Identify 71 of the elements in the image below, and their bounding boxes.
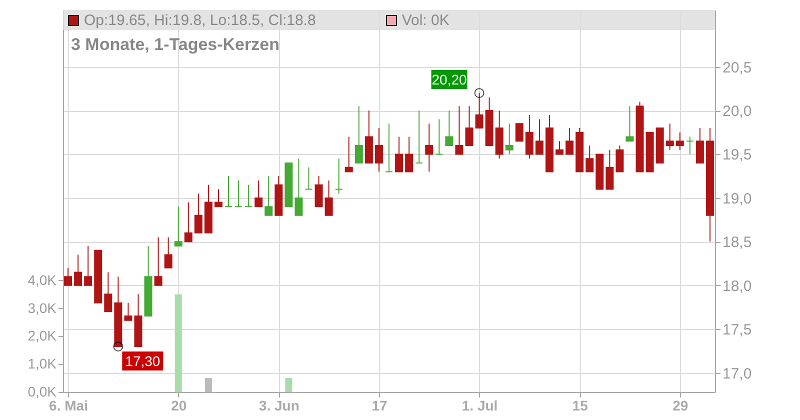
candlestick (234, 180, 243, 208)
x-tick-label: 17 (372, 398, 388, 414)
candlestick (616, 144, 624, 172)
candlestick (244, 184, 253, 208)
candlestick (465, 106, 474, 146)
candlestick (224, 176, 233, 208)
candlestick (395, 136, 404, 172)
candlestick (405, 136, 414, 172)
candlestick (666, 123, 674, 150)
x-tick-label: 20 (171, 398, 187, 414)
text: 3 Monate, 1-Tages-Kerzen (71, 35, 280, 54)
candlestick (435, 118, 444, 155)
annotation: Op:19.65, Hi:19.8, Lo:18.5, Cl:18.8 (84, 12, 316, 28)
y2-tick-label: 2,0K (28, 328, 58, 344)
y-tick-label: 17,5 (722, 322, 752, 339)
candlestick (74, 254, 82, 286)
y-tick-label: 19,5 (722, 146, 752, 164)
candlestick (324, 180, 333, 216)
candlestick (294, 158, 303, 216)
candlestick (354, 106, 363, 164)
candlestick (556, 140, 564, 155)
candlestick (505, 123, 514, 155)
x-tick-label: 1. Jul (462, 398, 498, 414)
candlestick (566, 128, 574, 155)
y-tick-label: 18,5 (722, 234, 752, 252)
candlestick (515, 123, 524, 142)
candlestick (445, 110, 454, 146)
candlestick (696, 128, 704, 164)
candlestick (525, 114, 534, 160)
candlestick (415, 110, 424, 164)
x-tick-label: 29 (672, 398, 688, 414)
candlestick (154, 236, 162, 286)
y2-tick-label: 0,0K (28, 384, 58, 400)
candlestick (606, 149, 614, 190)
candlestick (344, 136, 353, 172)
candlestick (194, 193, 202, 234)
candlestick (334, 158, 343, 194)
candlestick (254, 180, 263, 208)
x-tick-label: 6. Mai (49, 398, 88, 414)
y2-tick-label: 1,0K (28, 356, 58, 372)
candlestick (184, 202, 192, 242)
candlestick (686, 136, 694, 155)
candlestick (626, 106, 634, 142)
candlestick (676, 132, 684, 150)
candlestick (314, 176, 323, 208)
candlestick (264, 176, 273, 216)
x-tick-label: 3. Jun (258, 398, 300, 414)
candlestick (174, 206, 182, 247)
annotation: Vol: 0K (402, 12, 450, 28)
candlestick (385, 123, 393, 172)
candlestick (374, 128, 383, 172)
y-tick-label: 19,0 (722, 190, 752, 208)
candlestick (84, 246, 92, 286)
candlestick (586, 144, 594, 172)
candlestick (104, 272, 112, 312)
y2-tick-label: 4,0K (28, 272, 58, 288)
annotation: 20,20 (432, 72, 467, 88)
y2-tick-label: 3,0K (28, 300, 58, 316)
candlestick (304, 166, 313, 190)
candlestick (425, 123, 434, 172)
candlestick (214, 188, 222, 208)
x-tick-label: 15 (572, 398, 588, 414)
annotation: 17,30 (125, 353, 160, 370)
y-tick-label: 18,0 (722, 278, 752, 295)
candlestick (455, 106, 464, 155)
y-tick-label: 20,5 (722, 59, 752, 76)
y-tick-label: 20,0 (722, 103, 752, 120)
candlestick (124, 302, 132, 321)
candlestick (535, 118, 544, 155)
y-tick-label: 17,0 (722, 365, 752, 382)
candlestick (164, 236, 172, 268)
